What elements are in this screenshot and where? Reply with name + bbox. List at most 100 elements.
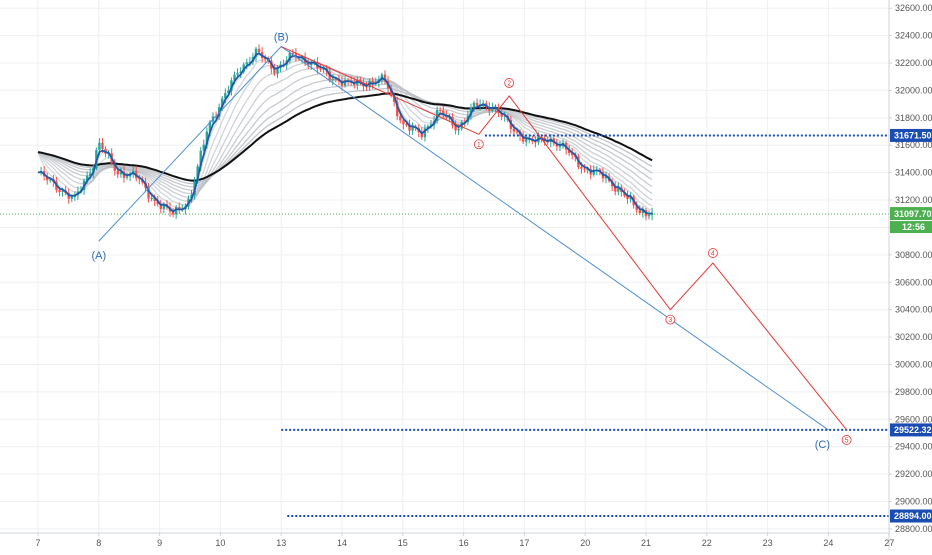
- candle-body: [399, 116, 402, 121]
- wave-drawings: (A) (B) (C) 1 2 3 4 5: [91, 32, 852, 451]
- price-trend-line: [37, 52, 653, 215]
- candle-body: [322, 68, 325, 70]
- x-tick-label: 13: [276, 538, 286, 548]
- candle-body: [245, 62, 248, 65]
- level-price-label: 28894.00: [894, 511, 932, 521]
- candle-body: [521, 135, 525, 142]
- candle-body: [288, 53, 291, 61]
- level-price-label-bg: [890, 128, 932, 142]
- candle-body: [276, 67, 279, 74]
- candle-body: [439, 110, 442, 112]
- ribbon-ema: [37, 87, 653, 185]
- candle-body: [248, 61, 252, 63]
- candle-body: [199, 150, 202, 167]
- candle-body: [423, 128, 427, 138]
- candle-body: [156, 201, 159, 205]
- candle-body: [171, 211, 175, 215]
- impulse-wave-line: [280, 46, 848, 431]
- candle-body: [540, 136, 543, 138]
- candle-body: [49, 179, 52, 181]
- candle-body: [58, 189, 61, 192]
- abc-wave-label: (A): [91, 250, 106, 262]
- candle-body: [457, 128, 460, 131]
- candle-body: [426, 126, 430, 129]
- y-tick-label: 31800.00: [895, 113, 932, 123]
- candle-body: [331, 78, 334, 81]
- candle-body: [178, 207, 181, 210]
- candle-body: [119, 171, 123, 175]
- candle-body: [454, 125, 457, 131]
- current-price-label: 31097.70: [894, 209, 932, 219]
- impulse-wave-label: 3: [668, 317, 672, 324]
- candle-body: [306, 63, 310, 66]
- level-price-label-bg: [890, 423, 932, 437]
- candle-body: [264, 58, 267, 60]
- candle-body: [202, 144, 206, 151]
- y-tick-label: 32000.00: [895, 85, 932, 95]
- y-tick-label: 31200.00: [895, 195, 932, 205]
- candle-body: [310, 63, 313, 66]
- candle-body: [101, 142, 104, 150]
- candle-body: [635, 205, 638, 211]
- y-tick-label: 31600.00: [895, 140, 932, 150]
- candle-body: [113, 163, 116, 171]
- grid-lines: [0, 0, 890, 533]
- candle-body: [233, 74, 236, 81]
- y-tick-label: 32200.00: [895, 58, 932, 68]
- candle-body: [641, 210, 645, 213]
- abc-wave-label: (B): [274, 32, 289, 44]
- candle-body: [294, 53, 298, 58]
- y-axis-panel: [889, 0, 932, 550]
- y-tick-label: 29400.00: [895, 442, 932, 452]
- x-tick-label: 24: [823, 538, 833, 548]
- y-tick-label: 28800.00: [895, 524, 932, 534]
- candle-body: [214, 116, 218, 118]
- ribbon-ema: [37, 67, 653, 198]
- candle-body: [61, 190, 64, 192]
- candle-body: [46, 176, 49, 181]
- x-tick-label: 15: [398, 538, 408, 548]
- candle-body: [239, 71, 242, 74]
- x-tick-label: 21: [641, 538, 651, 548]
- candle-body: [153, 198, 156, 202]
- x-tick-label: 14: [337, 538, 347, 548]
- candle-body: [472, 102, 476, 108]
- candle-body: [236, 73, 239, 75]
- candle-body: [442, 110, 445, 115]
- level-price-label: 29522.32: [894, 425, 932, 435]
- candle-body: [138, 178, 141, 180]
- candle-body: [257, 48, 261, 53]
- candle-body: [196, 166, 199, 182]
- candle-body: [70, 196, 73, 199]
- candle-body: [647, 215, 651, 217]
- impulse-wave-marker: [707, 248, 718, 258]
- candle-body: [125, 176, 129, 178]
- candle-body: [88, 173, 92, 176]
- candle-body: [396, 101, 399, 117]
- candle-body: [524, 139, 528, 142]
- candle-body: [227, 90, 230, 94]
- candle-body: [420, 132, 423, 138]
- candle-body: [147, 187, 150, 199]
- candle-body: [592, 170, 595, 175]
- price-line: [37, 52, 653, 215]
- candle-body: [162, 204, 166, 209]
- y-tick-label: 32400.00: [895, 31, 932, 41]
- candle-body: [614, 186, 617, 192]
- y-tick-label: 32600.00: [895, 3, 932, 13]
- candle-body: [503, 115, 506, 117]
- ribbon-ema: [37, 72, 653, 195]
- candle-body: [469, 107, 473, 116]
- x-tick-label: 17: [519, 538, 529, 548]
- candle-body: [208, 121, 212, 132]
- countdown-label: 12:56: [902, 222, 925, 232]
- candle-body: [558, 146, 562, 148]
- level-lines: [0, 134, 889, 518]
- impulse-wave-label: 1: [477, 142, 481, 149]
- candle-body: [491, 107, 494, 111]
- candle-body: [343, 80, 347, 86]
- abc-wave-label: (C): [815, 439, 830, 451]
